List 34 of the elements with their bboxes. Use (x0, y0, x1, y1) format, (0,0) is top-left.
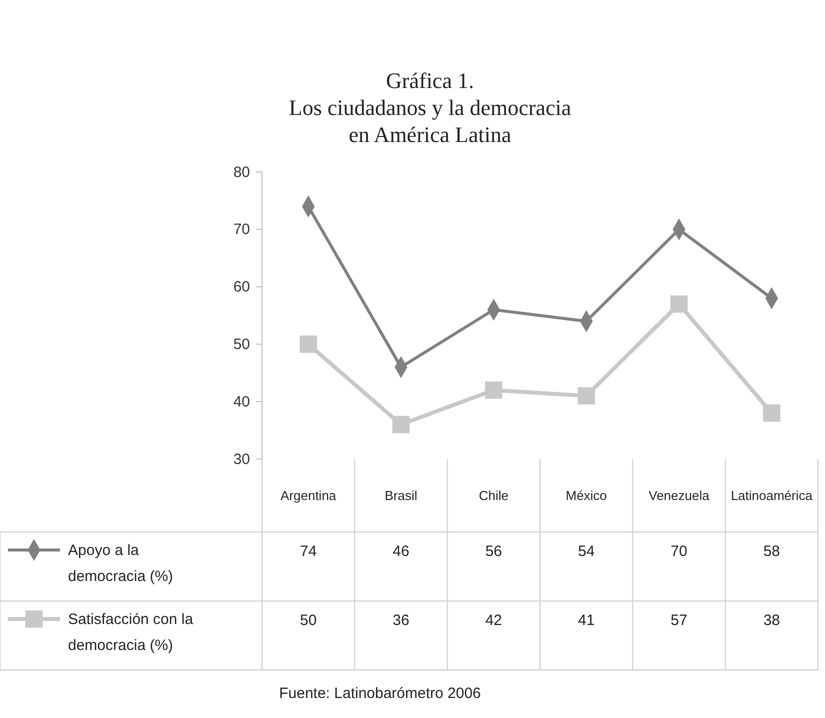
data-label: 58 (763, 543, 780, 560)
data-label: 57 (670, 612, 688, 629)
y-tick-label: 60 (233, 278, 250, 296)
data-label: 74 (300, 543, 317, 560)
x-tick-label: Argentina (280, 488, 337, 503)
point (578, 387, 595, 405)
source-note: Fuente: Latinobarómetro 2006 (279, 685, 481, 702)
legend-label: Satisfacción con la democracia (%) (68, 611, 194, 654)
x-tick-label: Chile (478, 488, 508, 503)
data-label: 42 (485, 612, 502, 629)
data-label: 50 (300, 612, 317, 629)
y-tick-label: 80 (233, 164, 250, 181)
data-label: 56 (485, 543, 502, 560)
x-tick-label: Venezuela (648, 488, 710, 503)
data-label: 54 (578, 543, 595, 560)
point (670, 295, 688, 313)
point (763, 404, 780, 422)
chart-title: Gráfica 1. Los ciudadanos y la democracia en América Latina (288, 68, 572, 147)
data-label: 46 (392, 543, 410, 560)
point (485, 381, 502, 399)
x-tick-label: Latinoamérica (730, 488, 814, 503)
data-label: 38 (763, 612, 780, 629)
y-tick-label: 70 (233, 221, 250, 238)
point (300, 336, 317, 353)
legend-label: Apoyo a la democracia (%) (68, 542, 174, 585)
x-tick-label: Brasil (384, 488, 418, 503)
y-tick-label: 30 (233, 450, 250, 468)
data-label: 36 (392, 612, 410, 629)
x-tick-label: México (566, 488, 607, 503)
point (392, 416, 410, 434)
data-label: 70 (670, 543, 688, 560)
y-tick-label: 50 (233, 336, 250, 353)
data-label: 41 (578, 612, 595, 629)
y-tick-label: 40 (233, 393, 250, 410)
